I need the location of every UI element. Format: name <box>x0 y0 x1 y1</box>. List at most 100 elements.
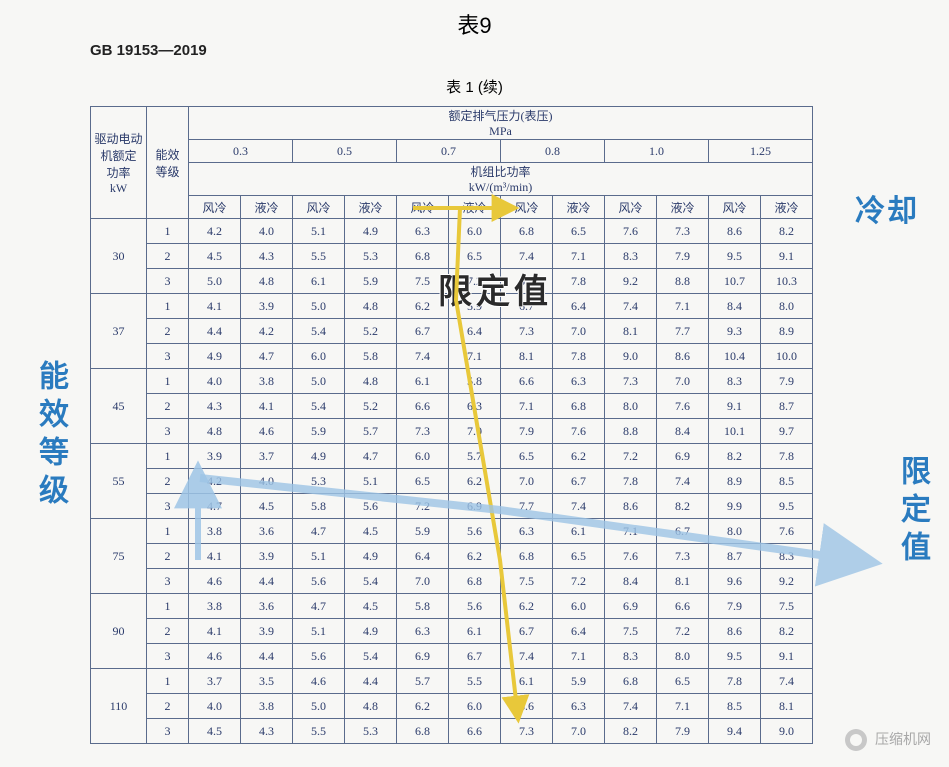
cell-value: 7.7 <box>501 494 553 519</box>
cell-value: 7.9 <box>709 594 761 619</box>
cell-value: 5.1 <box>293 219 345 244</box>
cell-value: 4.4 <box>241 569 293 594</box>
cell-value: 8.4 <box>709 294 761 319</box>
cell-value: 6.1 <box>501 669 553 694</box>
table-row: 34.74.55.85.67.26.97.77.48.68.29.99.5 <box>91 494 813 519</box>
cell-value: 8.0 <box>605 394 657 419</box>
cell-value: 5.9 <box>553 669 605 694</box>
cell-value: 4.3 <box>241 244 293 269</box>
cell-value: 6.5 <box>501 444 553 469</box>
cell-value: 3.8 <box>241 369 293 394</box>
cell-power: 55 <box>91 444 147 519</box>
cell-value: 7.9 <box>657 719 709 744</box>
cell-value: 8.5 <box>709 694 761 719</box>
cell-value: 8.2 <box>709 444 761 469</box>
cell-value: 8.0 <box>709 519 761 544</box>
cell-value: 8.6 <box>709 219 761 244</box>
cell-value: 4.3 <box>241 719 293 744</box>
annot-eff-level: 能效等级 <box>28 360 72 512</box>
cell-value: 6.7 <box>449 644 501 669</box>
table-row: 24.13.95.14.96.46.26.86.57.67.38.78.3 <box>91 544 813 569</box>
cell-value: 8.7 <box>761 394 813 419</box>
cell-value: 4.5 <box>189 244 241 269</box>
cell-value: 3.9 <box>241 544 293 569</box>
cell-value: 4.7 <box>345 444 397 469</box>
cell-value: 7.8 <box>553 269 605 294</box>
cell-value: 7.3 <box>657 544 709 569</box>
cell-value: 6.8 <box>605 669 657 694</box>
cell-value: 7.1 <box>657 294 709 319</box>
cell-value: 4.8 <box>345 369 397 394</box>
cell-value: 7.9 <box>657 244 709 269</box>
cell-value: 6.8 <box>501 219 553 244</box>
cell-value: 4.5 <box>345 519 397 544</box>
cell-value: 3.7 <box>189 669 241 694</box>
cell-value: 9.2 <box>605 269 657 294</box>
table-row: 4514.03.85.04.86.15.86.66.37.37.08.37.9 <box>91 369 813 394</box>
ratio-title-text: 机组比功率 <box>470 165 530 179</box>
cell-level: 3 <box>147 269 189 294</box>
th-liq: 液冷 <box>553 196 605 219</box>
cell-value: 7.0 <box>501 469 553 494</box>
th-p5: 1.25 <box>709 140 813 163</box>
cell-value: 4.2 <box>241 319 293 344</box>
cell-value: 8.2 <box>761 619 813 644</box>
cell-value: 4.9 <box>293 444 345 469</box>
cell-value: 4.7 <box>293 594 345 619</box>
th-power: 驱动电动 机额定 功率 kW <box>91 107 147 219</box>
cell-value: 6.7 <box>501 619 553 644</box>
cell-value: 5.9 <box>345 269 397 294</box>
cell-value: 6.2 <box>501 594 553 619</box>
cell-value: 5.1 <box>293 619 345 644</box>
cell-value: 6.6 <box>501 369 553 394</box>
cell-value: 6.5 <box>397 469 449 494</box>
cell-value: 8.9 <box>761 319 813 344</box>
cell-value: 8.1 <box>605 319 657 344</box>
cell-value: 5.1 <box>293 544 345 569</box>
cell-value: 5.7 <box>449 444 501 469</box>
table-row: 3014.24.05.14.96.36.06.86.57.67.38.68.2 <box>91 219 813 244</box>
cell-power: 37 <box>91 294 147 369</box>
cell-value: 8.3 <box>709 369 761 394</box>
cell-power: 90 <box>91 594 147 669</box>
cell-value: 4.1 <box>189 294 241 319</box>
cell-value: 6.0 <box>449 694 501 719</box>
cell-value: 4.6 <box>189 569 241 594</box>
cell-value: 7.5 <box>501 569 553 594</box>
cell-value: 3.9 <box>241 619 293 644</box>
cell-value: 7.8 <box>709 669 761 694</box>
table-row: 5513.93.74.94.76.05.76.56.27.26.98.27.8 <box>91 444 813 469</box>
cell-value: 7.1 <box>449 344 501 369</box>
cell-value: 5.7 <box>397 669 449 694</box>
cell-value: 8.1 <box>657 569 709 594</box>
cell-value: 7.6 <box>657 394 709 419</box>
cell-value: 6.3 <box>397 619 449 644</box>
cell-value: 3.8 <box>189 594 241 619</box>
cell-value: 7.7 <box>657 319 709 344</box>
cell-value: 7.4 <box>761 669 813 694</box>
cell-value: 7.5 <box>605 619 657 644</box>
cell-level: 1 <box>147 369 189 394</box>
table-row: 24.44.25.45.26.76.47.37.08.17.79.38.9 <box>91 319 813 344</box>
cell-value: 7.4 <box>553 494 605 519</box>
cell-value: 5.4 <box>345 644 397 669</box>
cell-value: 9.6 <box>709 569 761 594</box>
cell-value: 7.9 <box>761 369 813 394</box>
cell-value: 4.9 <box>189 344 241 369</box>
cell-level: 2 <box>147 469 189 494</box>
th-liq: 液冷 <box>657 196 709 219</box>
watermark: 压缩机网 <box>845 729 931 751</box>
cell-value: 5.3 <box>345 244 397 269</box>
cell-value: 4.5 <box>241 494 293 519</box>
cell-value: 4.3 <box>189 394 241 419</box>
cell-value: 4.8 <box>345 294 397 319</box>
cell-value: 9.2 <box>761 569 813 594</box>
cell-value: 7.1 <box>501 394 553 419</box>
cell-value: 6.4 <box>397 544 449 569</box>
cell-value: 4.0 <box>189 369 241 394</box>
cell-value: 7.0 <box>657 369 709 394</box>
th-p3: 0.8 <box>501 140 605 163</box>
cell-value: 6.8 <box>397 719 449 744</box>
cell-value: 6.2 <box>397 694 449 719</box>
cell-level: 2 <box>147 544 189 569</box>
